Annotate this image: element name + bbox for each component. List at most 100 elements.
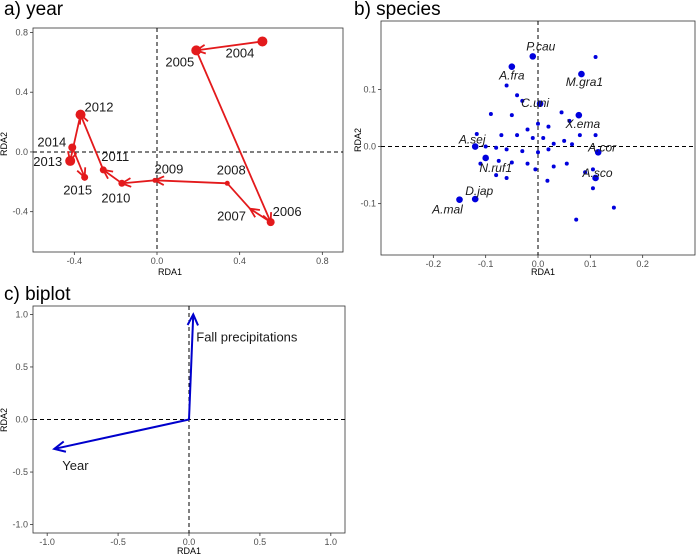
year-point-label-2005: 2005: [165, 54, 194, 69]
year-point-label-2015: 2015: [63, 182, 92, 197]
biplot-ytick-label: -0.5: [12, 467, 28, 477]
species-point: [509, 113, 514, 118]
year-point-label-2004: 2004: [225, 45, 254, 60]
year-trajectory-arrow-2008-2009: [154, 179, 228, 185]
species-point-label-A.sco: A.sco: [582, 166, 613, 180]
panel-species-content: -0.2 -0.1 0.0 0.1 0.2 -0.1 0.0 0.1 P.cau A.fra M.g…: [360, 20, 696, 269]
species-point-A.fra: [508, 63, 516, 70]
biplot-xtick-label: 1.0: [325, 537, 338, 547]
species-point: [515, 133, 520, 138]
year-point-2008: [224, 180, 230, 186]
species-point-X.ema: [575, 111, 583, 119]
year-point-label-2010: 2010: [101, 190, 130, 205]
year-point-2013: [65, 155, 76, 166]
species-ytick-label: 0.1: [363, 84, 376, 94]
species-point-A.sej: [471, 143, 479, 150]
species-point-label-C.uni: C.uni: [521, 96, 549, 110]
panel-biplot-xlabel: RDA1: [177, 546, 201, 556]
species-point-label-D.jap: D.jap: [465, 184, 493, 198]
species-point: [590, 167, 595, 172]
species-point: [562, 138, 567, 143]
species-point: [509, 160, 514, 165]
year-trajectory-segment-2007-2008: [226, 182, 251, 210]
species-point-A.cor: [594, 148, 602, 156]
biplot-xtick-label: -0.5: [110, 537, 126, 547]
year-ytick-label: -0.4: [12, 207, 28, 217]
year-trajectory-arrow-2009-2010: [121, 179, 156, 185]
species-point-label-A.fra: A.fra: [498, 69, 525, 83]
species-xtick-label: 0.2: [636, 259, 649, 269]
species-point: [541, 136, 546, 140]
species-point: [593, 133, 598, 138]
panel-species-xlabel: RDA1: [531, 267, 555, 277]
panel-biplot-ylabel: RDA2: [0, 408, 9, 432]
species-point: [525, 161, 530, 166]
panel-year-title: a) year: [4, 0, 64, 20]
year-trajectory-arrow-2005-2006: [195, 50, 272, 223]
species-point: [545, 178, 550, 183]
panel-year: a) year -0.4 0.0 0.4 0.8 -0.4 0.0 0.4 0.8 2004 20…: [0, 0, 344, 277]
species-point: [546, 124, 551, 129]
species-point: [483, 144, 488, 149]
species-point-D.jap: [471, 195, 479, 203]
species-point-M.gra1: [578, 70, 585, 78]
species-point: [611, 205, 616, 210]
panel-species: b) species -0.2 -0.1 0.0 0.1 0.2 -0.1 0.0 0.1 P.…: [353, 0, 696, 277]
species-point-P.cau: [529, 53, 537, 60]
panel-biplot-content: -1.0 -0.5 0.0 0.5 1.0 -1.0 -0.5 0.0 0.5 1.0 Fall p…: [12, 305, 346, 547]
year-point-2006: [266, 218, 275, 227]
year-xtick-label: 0.8: [316, 256, 329, 266]
species-point: [590, 186, 595, 191]
year-xtick-label: -0.4: [67, 256, 83, 266]
year-point-2004: [257, 36, 268, 47]
biplot-ytick-label: 1.0: [15, 309, 28, 319]
year-point-2014: [68, 143, 77, 152]
biplot-xtick-label: 0.0: [183, 537, 196, 547]
species-point: [520, 149, 525, 154]
biplot-ytick-label: 0.5: [15, 362, 28, 372]
biplot-vector-label-0: Fall precipitations: [196, 329, 298, 344]
species-point-label-A.mal: A.mal: [431, 203, 463, 217]
year-point-label-2012: 2012: [85, 100, 114, 115]
species-point: [536, 121, 540, 126]
biplot-xtick-label: -1.0: [39, 537, 55, 547]
biplot-vector-label-1: Year: [62, 458, 89, 473]
biplot-vector-head-1: [52, 440, 67, 453]
panel-biplot: c) biplot -1.0 -0.5 0.0 0.5 1.0 -1.0 -0.5 0.0 0.…: [0, 284, 346, 556]
year-point-2012: [75, 109, 86, 120]
panel-species-ylabel: RDA2: [353, 128, 363, 152]
year-trajectory-arrow-2006-2007: [249, 207, 272, 223]
species-point: [496, 158, 501, 163]
species-point-C.uni: [536, 100, 544, 108]
year-ytick-label: 0.8: [15, 27, 28, 37]
species-xtick-label: -0.1: [478, 259, 494, 269]
species-point: [570, 142, 575, 147]
biplot-ytick-label: 0.0: [15, 415, 28, 425]
year-trajectory-arrow-2012-2013: [69, 114, 82, 162]
species-point: [546, 147, 551, 152]
species-point-label-N.ruf1: N.ruf1: [479, 161, 512, 175]
year-point-label-2011: 2011: [101, 149, 129, 164]
year-ytick-label: 0.0: [15, 147, 28, 157]
year-trajectory-arrow-2010-2011: [102, 169, 123, 185]
species-point: [564, 161, 569, 166]
species-point: [551, 164, 556, 169]
species-point: [520, 98, 525, 103]
species-point: [504, 83, 509, 88]
year-point-label-2014: 2014: [37, 134, 66, 149]
year-point-2009: [152, 177, 158, 183]
species-xtick-label: -0.2: [426, 259, 442, 269]
year-point-2005: [191, 45, 202, 56]
year-trajectory-arrow-2014-2015: [71, 147, 86, 178]
species-ytick-label: -0.1: [360, 199, 376, 209]
year-xtick-label: 0.4: [233, 256, 246, 266]
panel-year-ylabel: RDA2: [0, 132, 9, 156]
species-xtick-label: 0.1: [584, 259, 597, 269]
biplot-vector-0: [188, 314, 195, 420]
year-point-2011: [99, 166, 107, 174]
species-point: [559, 110, 564, 115]
year-point-2010: [118, 179, 126, 187]
species-point-label-X.ema: X.ema: [564, 117, 600, 131]
species-point: [583, 170, 588, 175]
